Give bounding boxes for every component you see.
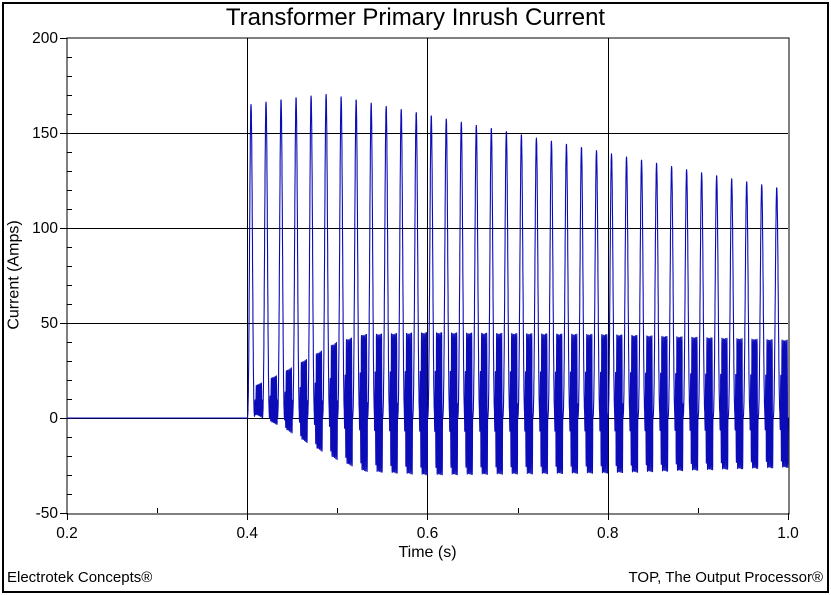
svg-text:200: 200 [32,30,58,47]
svg-text:0.6: 0.6 [417,525,439,542]
y-axis-label: Current (Amps) [4,160,26,390]
plot-frame [66,37,790,515]
svg-text:0.8: 0.8 [597,525,619,542]
footer-left-brand: Electrotek Concepts® [7,569,153,586]
footer-right-brand: TOP, The Output Processor® [628,569,823,586]
x-axis-label: Time (s) [398,544,457,561]
chart-title: Transformer Primary Inrush Current [225,4,606,31]
svg-text:-50: -50 [36,505,59,522]
footer: Electrotek Concepts® TOP, The Output Pro… [7,569,823,586]
y-tick-labels: -50 0 50 100 150 200 [32,30,58,522]
svg-text:0.4: 0.4 [236,525,258,542]
svg-text:0.2: 0.2 [56,525,78,542]
svg-text:1.0: 1.0 [777,525,799,542]
svg-text:0: 0 [49,410,58,427]
y-axis-label-text: Current (Amps) [6,220,24,330]
x-tick-labels: 0.2 0.4 0.6 0.8 1.0 [56,525,799,542]
waveform-trace [66,93,789,476]
svg-text:150: 150 [32,125,58,142]
svg-text:50: 50 [41,315,59,332]
svg-text:100: 100 [32,220,58,237]
